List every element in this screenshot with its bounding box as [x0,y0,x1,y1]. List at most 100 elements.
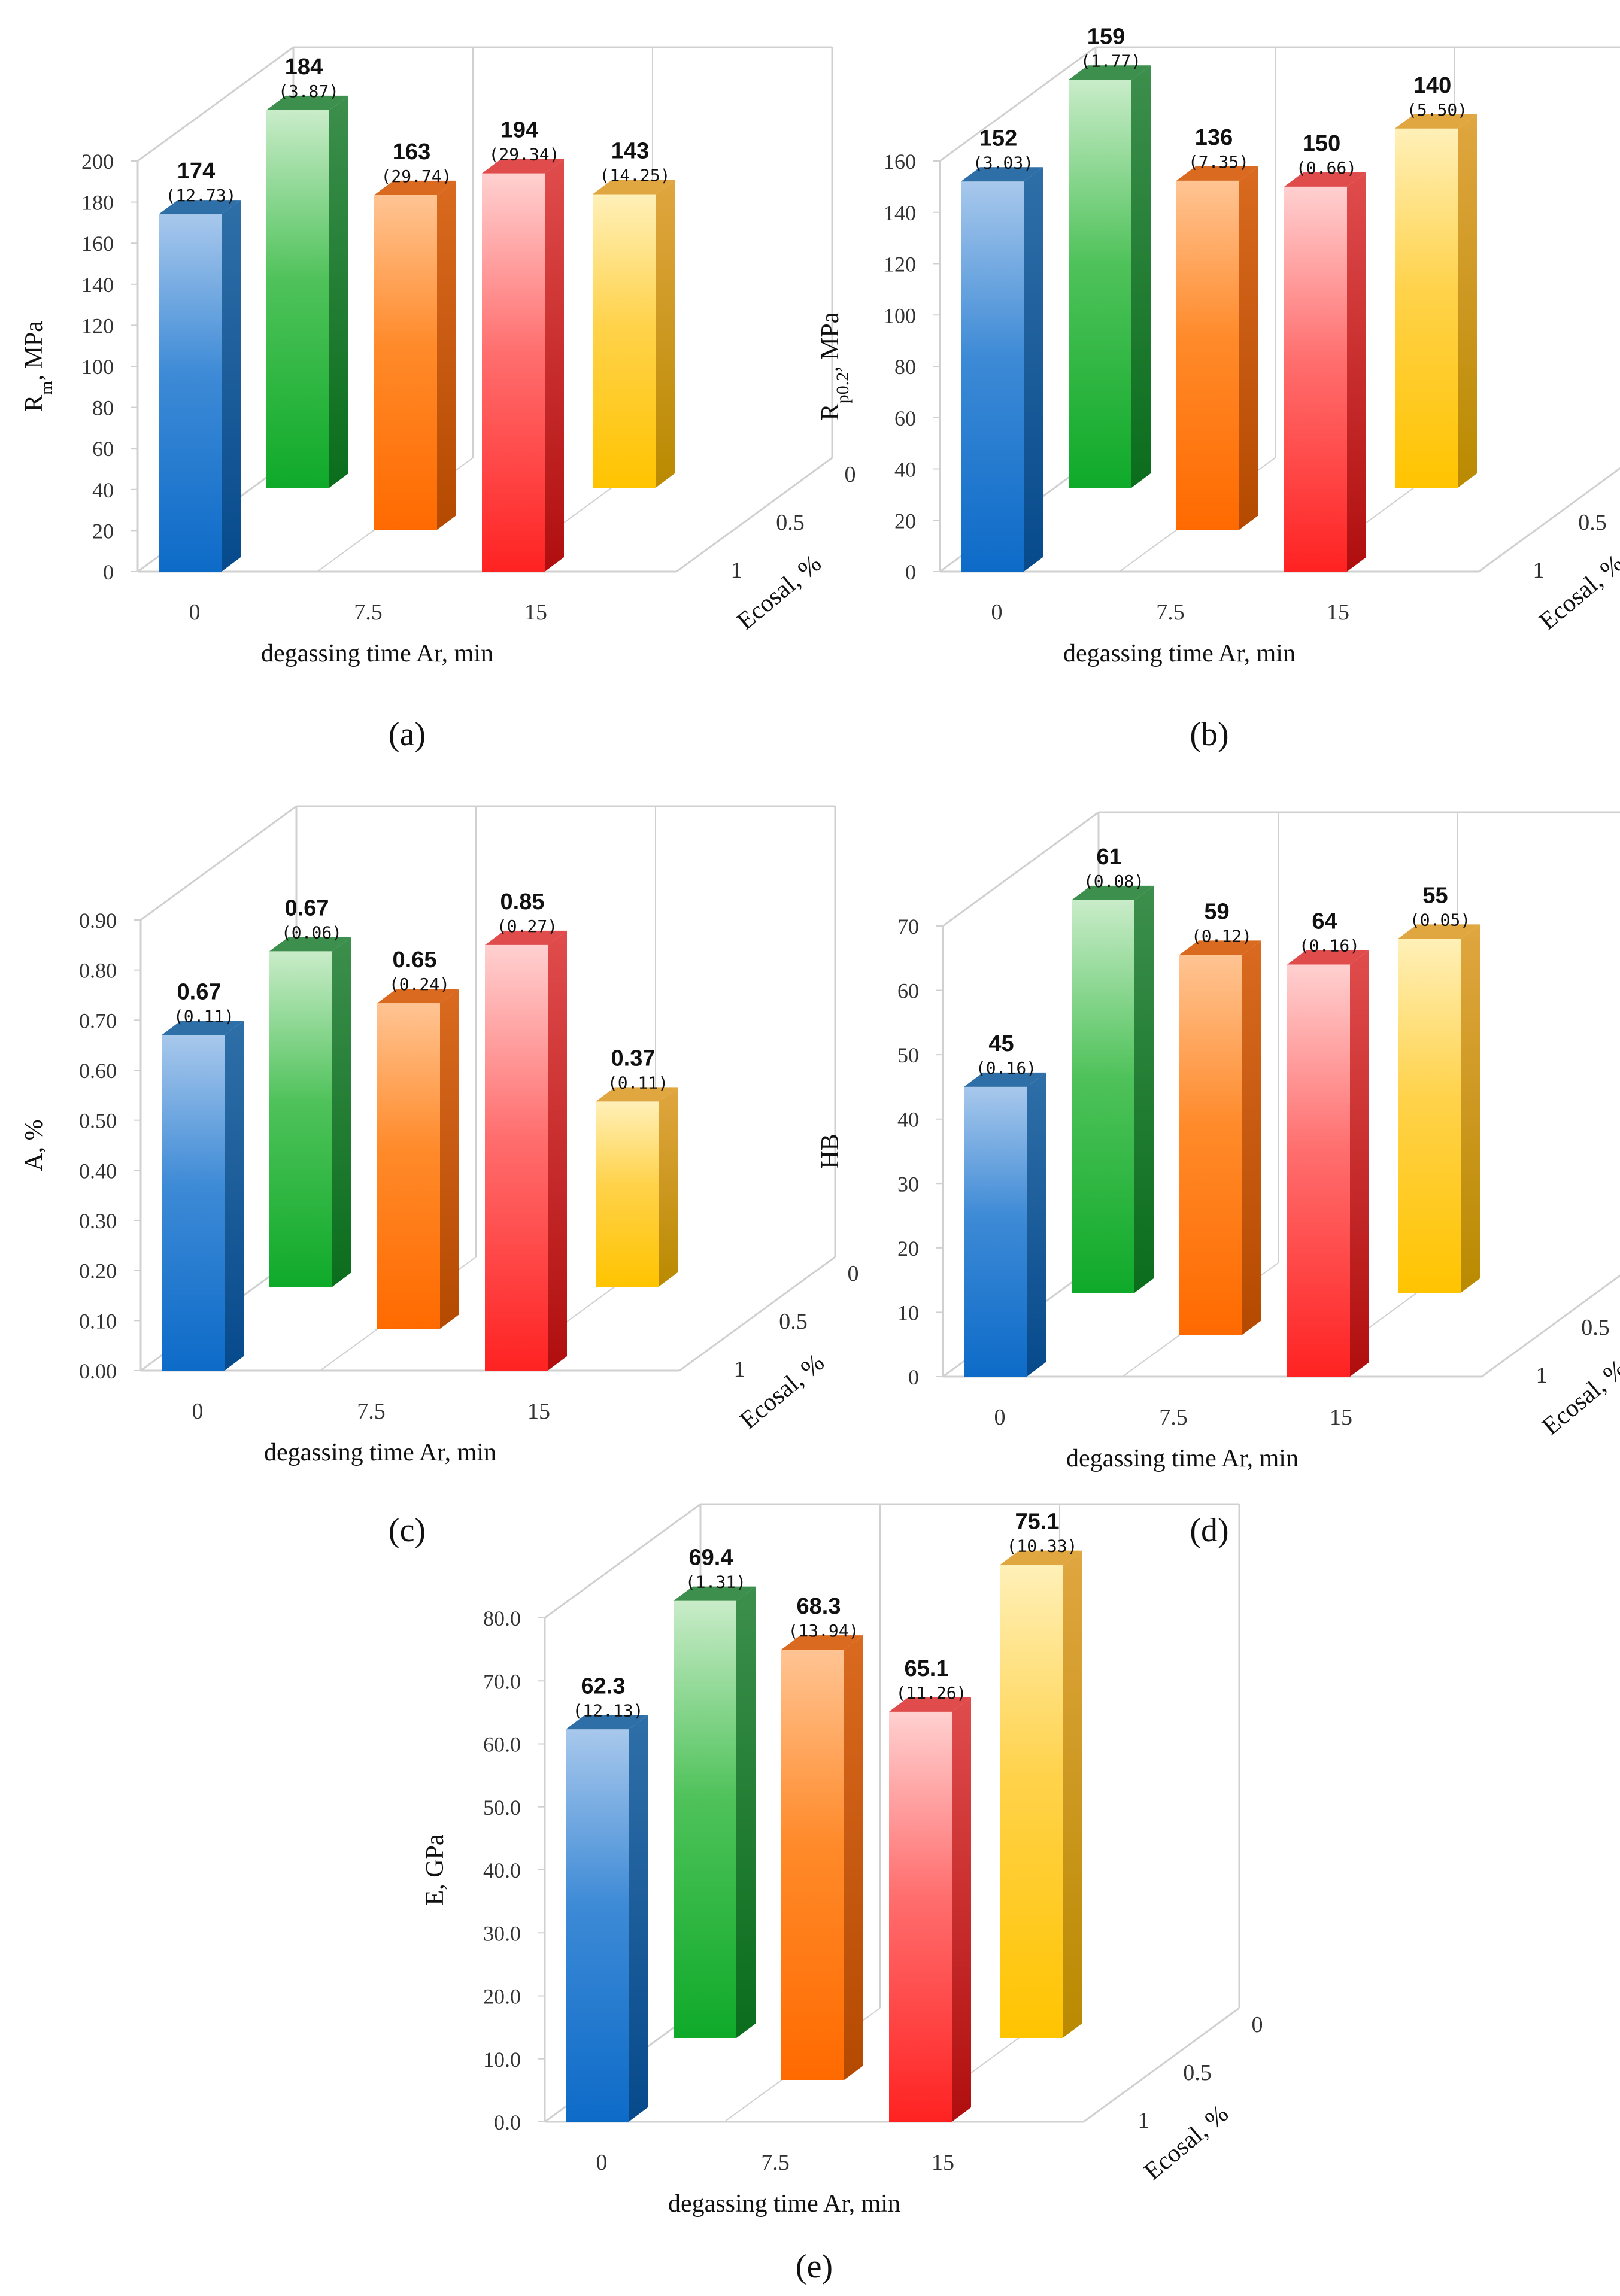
bar-top-face [269,937,351,952]
y-tick-label: 50.0 [483,1796,521,1820]
caption-a: (a) [388,716,426,753]
bar-sd-label: (5.50) [1407,100,1467,120]
bar-top-face [566,1715,648,1730]
chart-panel-d: 0 10 20 30 40 50 60 70 HB 0 7.5 15 degassing time Ar… [796,802,1620,1490]
y-tick-label: 0 [103,560,114,584]
bar-top-face [674,1586,756,1601]
x-tick-label: 7.5 [1156,600,1185,625]
y-tick-label: 30 [897,1172,919,1196]
bar-yellow: 143(14.25) [593,139,675,488]
bar-top-face [889,1697,971,1712]
bar-sd-label: (0.27) [497,916,557,936]
y-tick-label: 40 [92,478,114,502]
bar-red: 194(29.34) [482,118,564,572]
bar-sd-label: (0.06) [281,922,342,942]
bar-side-face [1239,166,1258,530]
y-tick-label: 60 [92,437,114,461]
bar-green: 159(1.77) [1069,24,1151,488]
bar-front-face [889,1711,952,2122]
bar-front-face [485,944,548,1371]
bar-front-face [482,173,545,572]
y-tick-label: 80.0 [483,1606,521,1630]
bar-side-face [1134,885,1154,1293]
x-tick-label: 0 [596,2150,608,2175]
y-axis-label: E, GPa [421,1834,449,1905]
bar-orange: 59(0.12) [1179,899,1261,1335]
left-wall-top [137,46,294,162]
bar-top-face [1069,65,1151,80]
bar-front-face [162,1035,225,1371]
bar-side-face [1131,65,1151,488]
x-tick-label: 7.5 [1159,1405,1188,1430]
bar-side-face [222,200,241,572]
bar-side-face [656,180,675,488]
bar-value-label: 61 [1096,845,1121,870]
bar-value-label: 65.1 [905,1656,949,1681]
bar-front-face [596,1101,659,1287]
y-tick-label: 70.0 [483,1669,521,1693]
caption-b: (b) [1190,716,1229,753]
bar-value-label: 0.67 [177,979,222,1004]
y-axis-label: Rp0.2, MPa [817,312,853,420]
chart-panel-a: 0 20 40 60 80 100 120 140 160 180 200 Rm, MPa 0 7.5 15… [0,0,856,688]
grid-e [544,1503,1240,2123]
x-tick-label: 15 [524,600,547,625]
bar-yellow: 75.1(10.33) [1000,1510,1082,2038]
y-tick-label: 0.50 [79,1109,117,1133]
y-tick-label: 0.00 [79,1359,117,1383]
y-tick-label: 160 [81,232,114,256]
bar-side-face [329,95,348,488]
z-tick-label: 0.5 [1183,2060,1212,2085]
bar-sd-label: (0.12) [1191,926,1252,946]
y-tick-label: 120 [81,314,114,338]
z-tick-label: 0 [845,462,856,487]
bar-orange: 68.3(13.94) [781,1594,863,2080]
y-tick-label: 180 [81,191,114,215]
bar-front-face [159,214,222,572]
bar-top-face [596,1087,678,1102]
y-tick-label: 20.0 [483,1985,521,2009]
bar-sd-label: (0.05) [1410,910,1470,930]
bar-value-label: 152 [979,126,1017,151]
z-tick-label: 1 [731,558,742,583]
y-ticks-b: 0 20 40 60 80 100 120 140 160 [884,150,940,584]
bar-front-face [1287,964,1350,1377]
z-tick-label: 0 [848,1261,859,1286]
floor-right-edge [1481,1274,1620,1378]
bar-value-label: 64 [1312,909,1337,934]
bar-side-face [659,1087,678,1287]
bar-value-label: 75.1 [1015,1510,1060,1535]
y-tick-label: 0.10 [79,1309,117,1333]
floor-right-edge [1083,2007,1240,2123]
bar-value-label: 150 [1303,131,1340,156]
bar-side-face [548,930,567,1371]
bar-side-face [225,1021,244,1371]
y-tick-label: 10.0 [483,2048,521,2072]
bar-side-face [1350,950,1369,1377]
bar-front-face [1072,900,1134,1293]
bar-orange: 136(7.35) [1176,125,1258,530]
bar-value-label: 174 [177,159,215,184]
bar-sd-label: (0.24) [389,974,450,994]
z-tick-label: 1 [1138,2108,1149,2133]
y-tick-label: 70 [897,915,919,939]
bar-top-face [162,1021,244,1035]
bar-sd-label: (12.73) [165,186,236,205]
bar-value-label: 0.65 [393,947,437,973]
bar-side-face [952,1697,971,2122]
bar-orange: 0.65(0.24) [377,947,459,1329]
bar-top-face [1284,172,1366,187]
y-tick-label: 20 [894,509,916,533]
bar-side-face [736,1586,756,2038]
bar-value-label: 140 [1413,73,1451,98]
x-tick-label: 15 [527,1399,550,1424]
bar-green: 184(3.87) [266,54,348,488]
bar-value-label: 0.67 [285,895,329,921]
z-tick-label: 0.5 [779,1309,808,1334]
x-tick-label: 7.5 [357,1399,386,1424]
x-tick-label: 15 [1327,600,1349,625]
bar-value-label: 62.3 [581,1674,626,1699]
bar-sd-label: (3.87) [278,81,339,101]
bar-top-face [482,159,564,174]
